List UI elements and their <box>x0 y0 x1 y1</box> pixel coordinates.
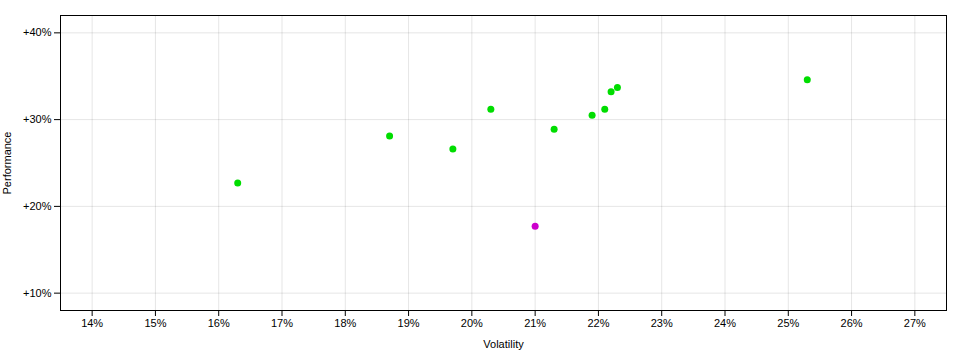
svg-text:24%: 24% <box>714 317 736 329</box>
svg-text:+40%: +40% <box>23 26 52 38</box>
svg-text:Volatility: Volatility <box>483 338 524 350</box>
svg-text:25%: 25% <box>777 317 799 329</box>
svg-text:23%: 23% <box>651 317 673 329</box>
svg-text:19%: 19% <box>398 317 420 329</box>
svg-text:+10%: +10% <box>23 287 52 299</box>
svg-text:27%: 27% <box>904 317 926 329</box>
svg-text:14%: 14% <box>81 317 103 329</box>
svg-text:20%: 20% <box>461 317 483 329</box>
svg-text:17%: 17% <box>271 317 293 329</box>
svg-text:26%: 26% <box>841 317 863 329</box>
svg-text:+20%: +20% <box>23 200 52 212</box>
svg-text:21%: 21% <box>524 317 546 329</box>
svg-text:Performance: Performance <box>1 132 13 195</box>
svg-text:22%: 22% <box>587 317 609 329</box>
svg-text:15%: 15% <box>144 317 166 329</box>
svg-text:18%: 18% <box>334 317 356 329</box>
svg-text:+30%: +30% <box>23 113 52 125</box>
svg-text:16%: 16% <box>208 317 230 329</box>
